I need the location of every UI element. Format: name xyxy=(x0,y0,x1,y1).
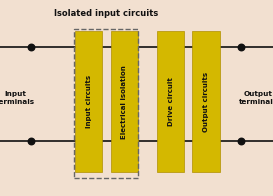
Bar xyxy=(111,31,138,172)
Text: Drive circuit: Drive circuit xyxy=(168,77,174,126)
Text: Isolated input circuits: Isolated input circuits xyxy=(54,9,158,18)
Text: Output
terminals: Output terminals xyxy=(238,91,273,105)
Bar xyxy=(192,31,220,172)
Text: Input
terminals: Input terminals xyxy=(0,91,35,105)
Bar xyxy=(157,31,184,172)
Point xyxy=(29,45,34,49)
Text: Output circuits: Output circuits xyxy=(203,72,209,132)
Text: Electrical isolation: Electrical isolation xyxy=(121,65,127,139)
Text: Input circuits: Input circuits xyxy=(86,75,92,129)
Point xyxy=(239,140,243,143)
Bar xyxy=(74,29,138,178)
Point xyxy=(29,140,34,143)
Point xyxy=(239,45,243,49)
Bar xyxy=(75,31,102,172)
